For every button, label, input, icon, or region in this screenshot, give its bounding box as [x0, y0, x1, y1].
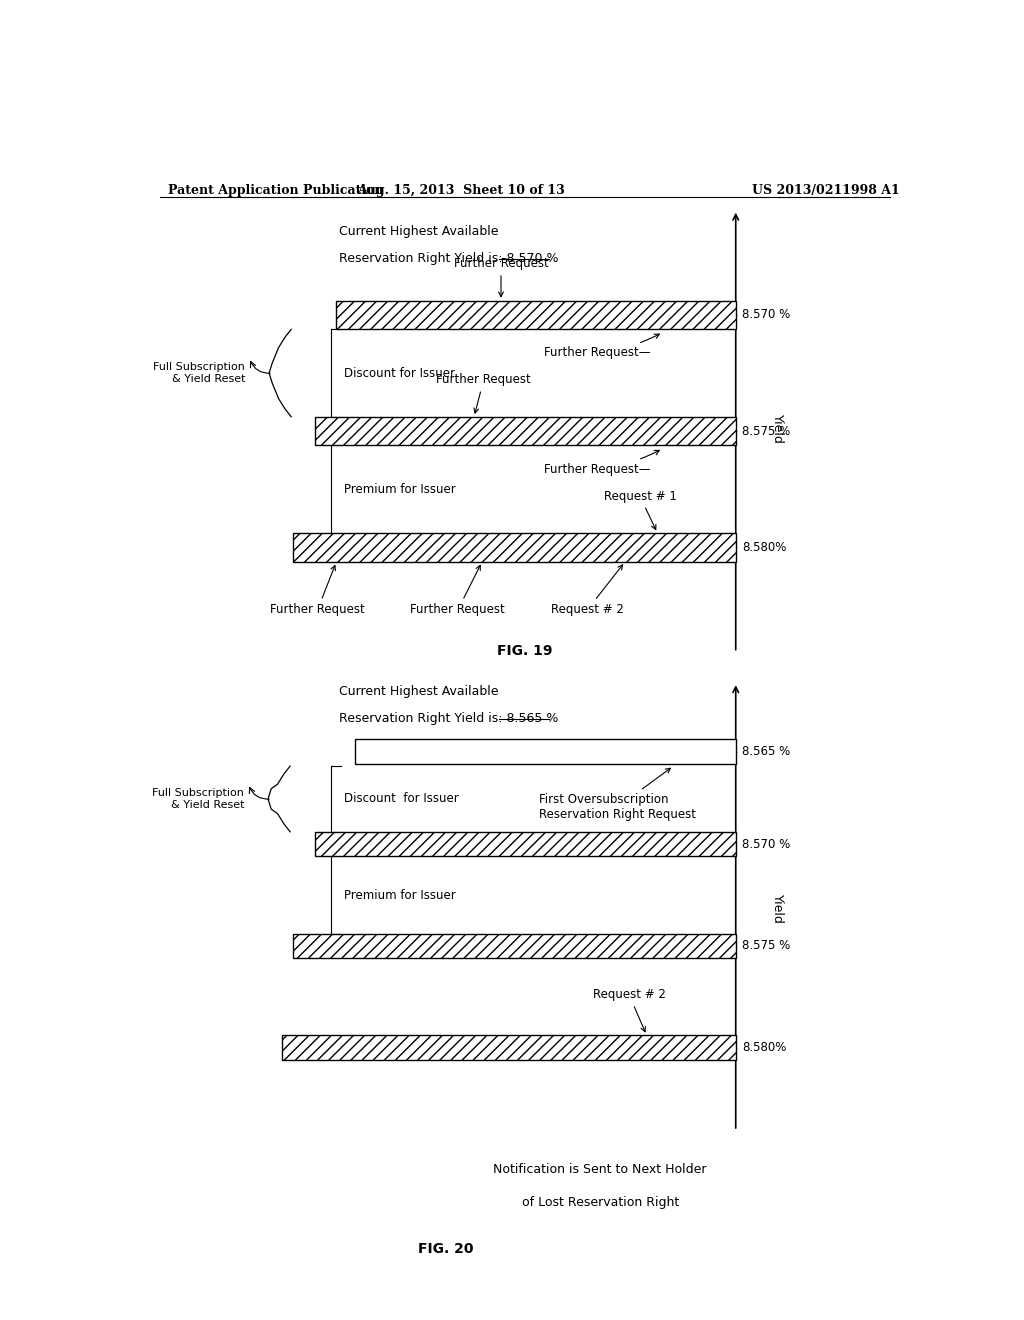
Text: Request # 2: Request # 2 [593, 989, 666, 1032]
Text: Discount for Issuer: Discount for Issuer [344, 367, 455, 380]
Bar [314, 832, 735, 857]
Bar [355, 739, 697, 764]
Text: Premium for Issuer: Premium for Issuer [344, 888, 456, 902]
Bar [293, 533, 735, 562]
Text: Current Highest Available: Current Highest Available [339, 226, 499, 239]
Text: Further Request: Further Request [436, 374, 531, 413]
Text: Further Request—: Further Request— [544, 450, 659, 475]
Text: Premium for Issuer: Premium for Issuer [344, 483, 456, 496]
Text: First Oversubscription
Reservation Right Request: First Oversubscription Reservation Right… [539, 768, 695, 821]
Text: Full Subscription
& Yield Reset: Full Subscription & Yield Reset [153, 788, 244, 809]
Text: Yield: Yield [770, 894, 783, 924]
Text: Further Request: Further Request [270, 565, 365, 616]
Text: Discount  for Issuer: Discount for Issuer [344, 792, 459, 805]
Text: Request # 2: Request # 2 [551, 565, 624, 616]
Bar [697, 739, 735, 764]
Text: Further Request—: Further Request— [544, 334, 659, 359]
Text: 8.580%: 8.580% [742, 1041, 786, 1055]
Text: Reservation Right Yield is: 8.570 %: Reservation Right Yield is: 8.570 % [339, 252, 559, 265]
Text: Full Subscription
& Yield Reset: Full Subscription & Yield Reset [154, 362, 246, 384]
Bar [314, 417, 735, 445]
Text: US 2013/0211998 A1: US 2013/0211998 A1 [753, 183, 900, 197]
Text: Patent Application Publication: Patent Application Publication [168, 183, 383, 197]
Text: Reservation Right Yield is: 8.565 %: Reservation Right Yield is: 8.565 % [339, 713, 558, 726]
Text: of Lost Reservation Right: of Lost Reservation Right [521, 1196, 679, 1209]
Text: FIG. 19: FIG. 19 [497, 644, 553, 657]
Text: Further Request: Further Request [454, 257, 549, 297]
Text: Aug. 15, 2013  Sheet 10 of 13: Aug. 15, 2013 Sheet 10 of 13 [357, 183, 565, 197]
Bar [283, 1035, 735, 1060]
Text: 8.575 %: 8.575 % [742, 940, 791, 953]
Bar [337, 301, 735, 329]
Text: 8.565 %: 8.565 % [742, 746, 791, 758]
Text: Request # 1: Request # 1 [603, 490, 677, 529]
Text: 8.580%: 8.580% [742, 541, 786, 554]
Text: Yield: Yield [770, 414, 783, 444]
Text: FIG. 20: FIG. 20 [418, 1242, 473, 1255]
Text: 8.570 %: 8.570 % [742, 309, 791, 322]
Text: 8.570 %: 8.570 % [742, 838, 791, 850]
Text: Current Highest Available: Current Highest Available [339, 685, 499, 697]
Text: Further Request: Further Request [411, 565, 505, 616]
Text: 8.575 %: 8.575 % [742, 425, 791, 438]
Text: Notification is Sent to Next Holder: Notification is Sent to Next Holder [494, 1163, 707, 1176]
Bar [355, 739, 735, 764]
Bar [293, 933, 735, 958]
